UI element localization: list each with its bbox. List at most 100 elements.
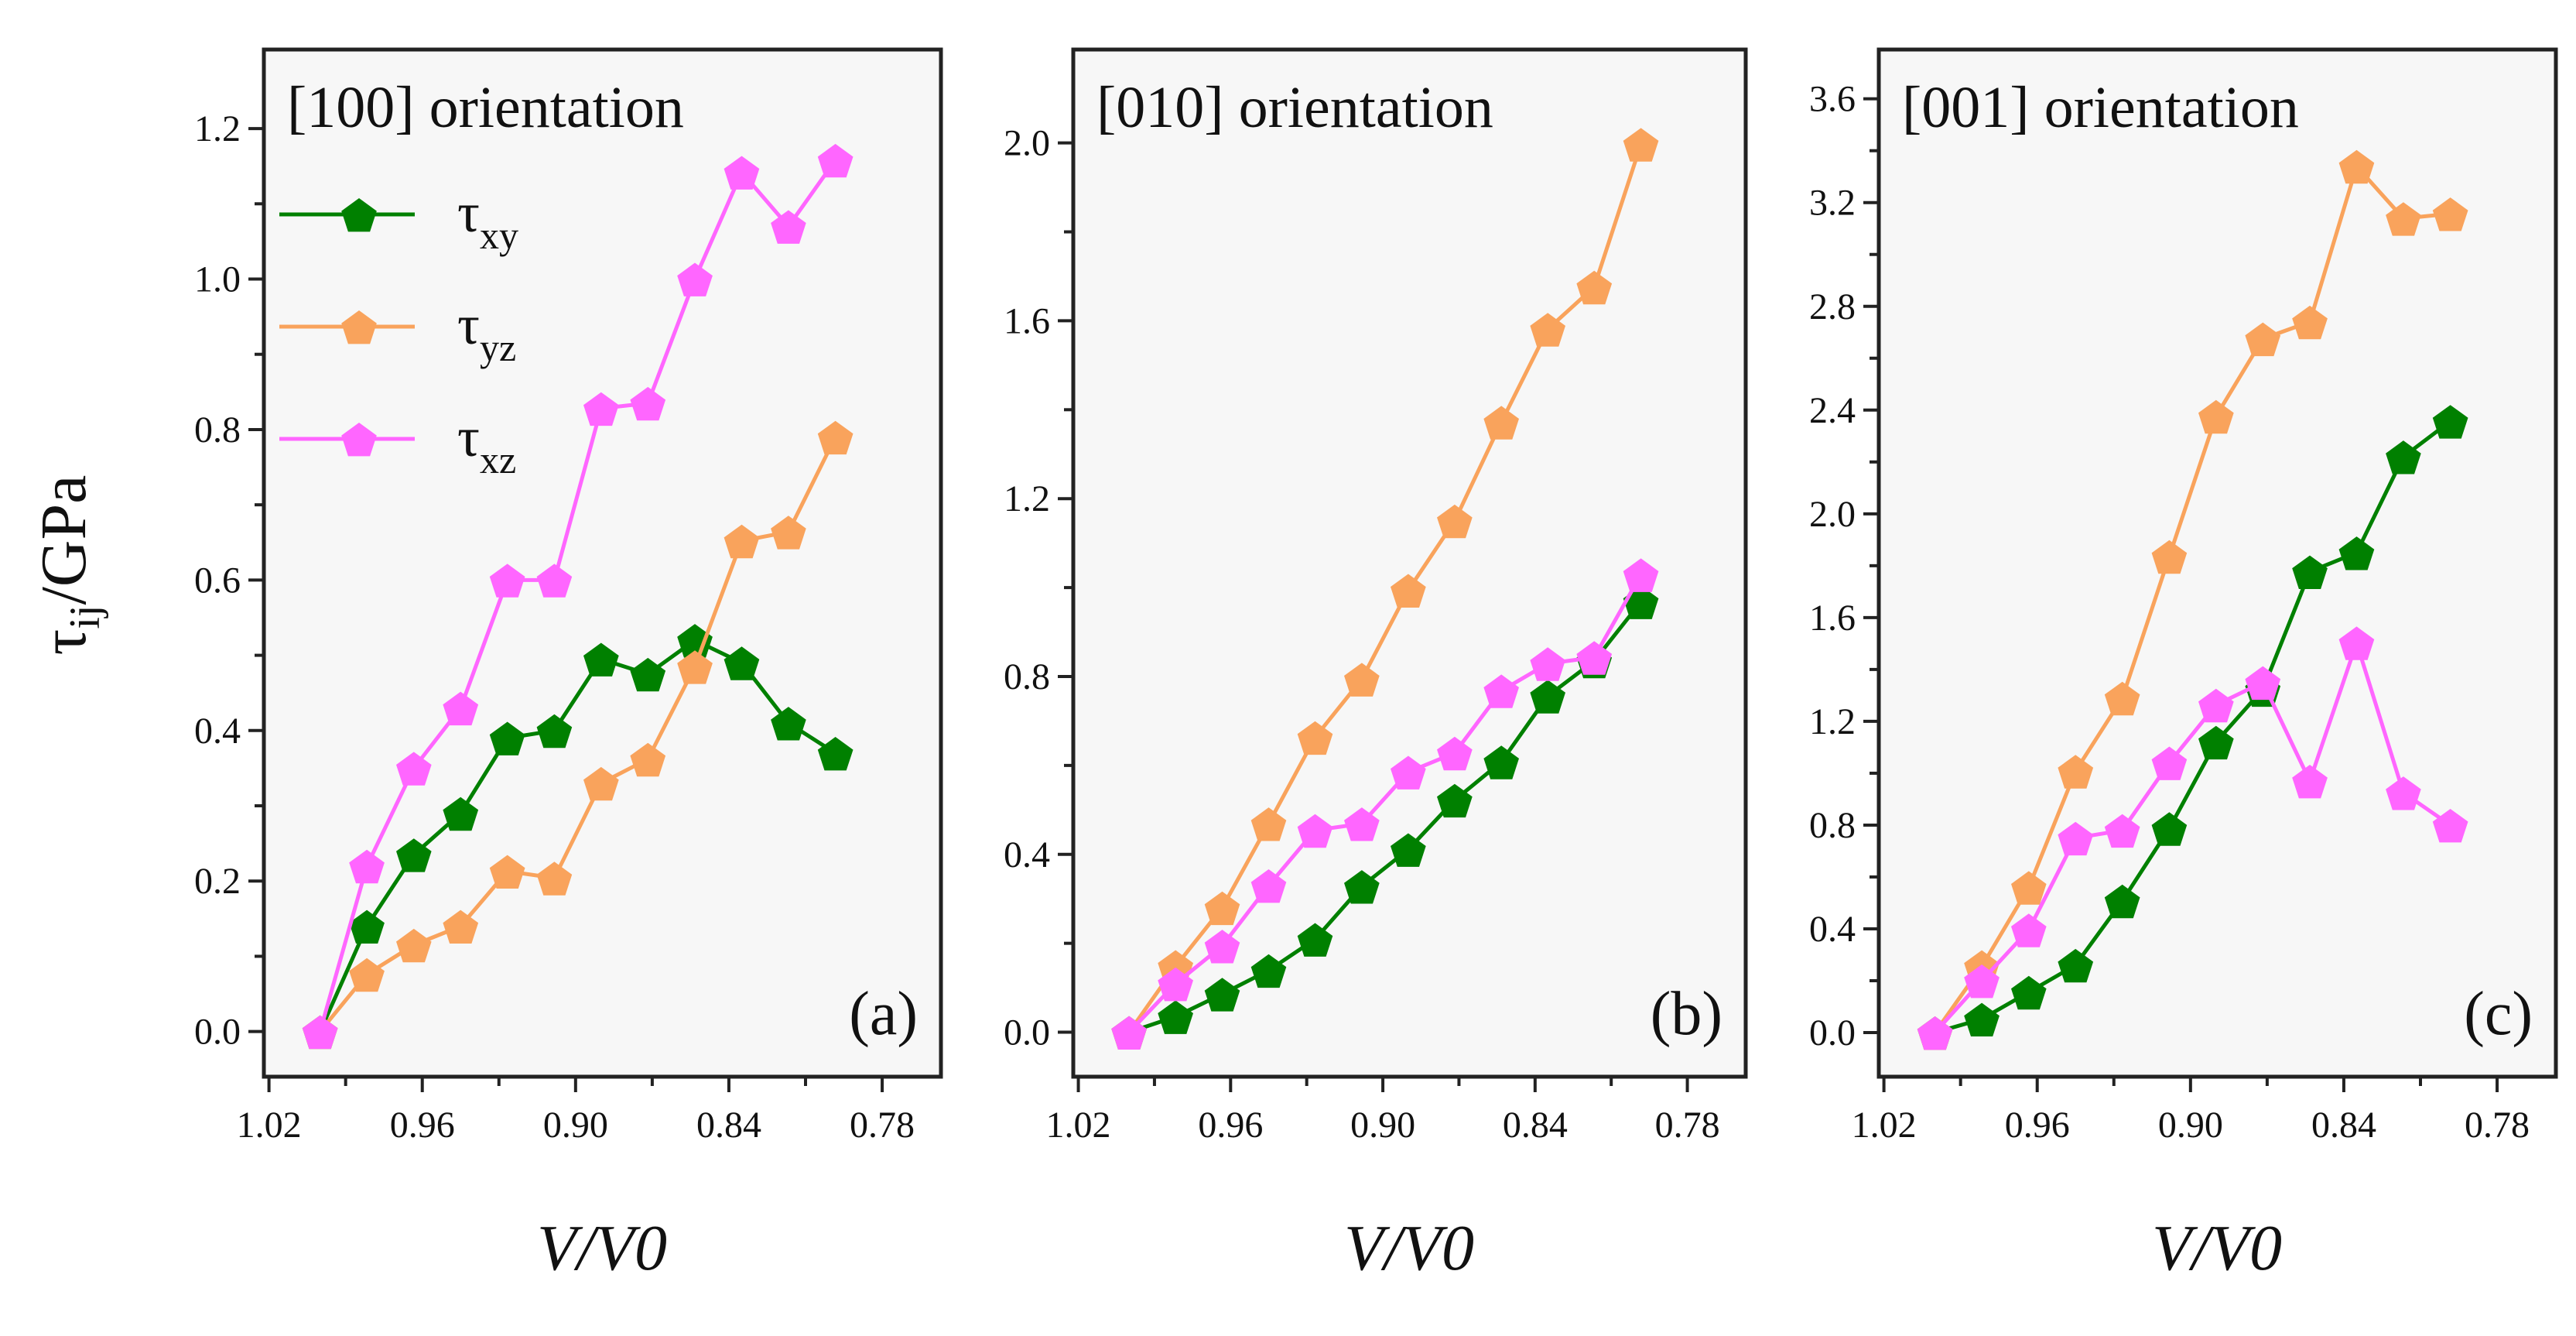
- y-tick-label: 0.8: [1004, 656, 1050, 697]
- data-point: [724, 524, 760, 559]
- x-tick-label: 0.84: [696, 1105, 761, 1146]
- y-tick-label: 0.4: [1809, 909, 1856, 950]
- x-tick-label: 0.84: [2311, 1105, 2376, 1146]
- data-point: [1391, 755, 1426, 790]
- data-point: [1297, 721, 1333, 755]
- data-point: [1623, 558, 1659, 592]
- y-tick-label: 3.6: [1809, 79, 1856, 120]
- legend-marker: [341, 423, 377, 457]
- series-τxz: [302, 143, 854, 1050]
- data-point: [2104, 884, 2140, 919]
- data-point: [771, 516, 806, 550]
- data-point: [1158, 967, 1193, 1002]
- data-point: [2432, 809, 2468, 843]
- y-tick-label: 1.6: [1809, 598, 1856, 639]
- data-point: [2011, 913, 2047, 947]
- data-point: [1391, 833, 1426, 867]
- plot-frame: [262, 47, 943, 1079]
- data-point: [2245, 322, 2281, 357]
- y-tick-label: 2.0: [1004, 123, 1050, 164]
- data-point: [2386, 440, 2421, 474]
- data-point: [1250, 869, 1287, 903]
- data-point: [1437, 736, 1473, 771]
- x-tick-label: 0.96: [1198, 1105, 1263, 1146]
- data-point: [2432, 405, 2468, 439]
- data-point: [677, 262, 713, 296]
- data-point: [2198, 688, 2234, 723]
- series-τxz: [1917, 626, 2468, 1050]
- data-point: [396, 752, 432, 786]
- y-tick-label: 0.4: [1004, 834, 1050, 875]
- x-tick-label: 0.78: [1655, 1105, 1720, 1146]
- data-point: [1576, 270, 1613, 305]
- data-point: [630, 386, 666, 421]
- data-point: [1964, 1002, 2000, 1036]
- data-point: [2292, 765, 2328, 799]
- data-point: [1111, 1016, 1147, 1050]
- series-τyz: [302, 420, 854, 1050]
- data-point: [1530, 313, 1565, 347]
- series-τxz: [1111, 558, 1659, 1050]
- data-point: [2011, 871, 2047, 905]
- data-point: [1344, 663, 1380, 697]
- x-tick-label: 0.78: [2465, 1105, 2530, 1146]
- y-tick-label: 1.0: [194, 259, 241, 300]
- data-point: [2338, 149, 2375, 184]
- data-point: [1530, 647, 1565, 681]
- y-tick-label: 1.2: [1004, 478, 1050, 519]
- data-point: [771, 707, 806, 741]
- legend-label: τxy: [457, 182, 518, 257]
- data-point: [349, 910, 385, 944]
- y-axis-label: τij/GPa: [28, 475, 109, 656]
- x-axis-label-b: V/V0: [1344, 1212, 1474, 1284]
- data-point: [1483, 745, 1519, 779]
- panel-label: (a): [849, 980, 918, 1048]
- panel-c: 0.0 0.4 0.8 1.2 1.6 2.0 2.4 2.8 3.2 3.6 1.02 0.96 0.…: [1809, 47, 2558, 1146]
- data-point: [583, 766, 619, 801]
- data-point: [536, 564, 573, 598]
- data-point: [2151, 812, 2188, 846]
- data-point: [1297, 923, 1333, 957]
- data-point: [2432, 197, 2468, 231]
- data-point: [443, 691, 479, 726]
- data-point: [677, 624, 713, 658]
- y-tick-label: 1.2: [194, 108, 241, 149]
- data-point: [1483, 406, 1519, 440]
- data-point: [1158, 1000, 1193, 1034]
- data-point: [2104, 814, 2140, 848]
- data-point: [489, 721, 525, 755]
- x-tick-label: 0.90: [543, 1105, 608, 1146]
- panel-label: (b): [1651, 980, 1722, 1048]
- data-point: [1623, 128, 1659, 162]
- panel-title: [010] orientation: [1096, 75, 1493, 140]
- data-point: [724, 646, 760, 680]
- x-axis-label-a: V/V0: [537, 1212, 667, 1284]
- data-point: [2292, 305, 2328, 340]
- x-tick-label: 0.90: [1350, 1105, 1415, 1146]
- data-point: [1576, 641, 1613, 675]
- panel-label: (c): [2464, 980, 2533, 1048]
- x-tick-label: 1.02: [1046, 1105, 1111, 1146]
- legend: τxy τyz τxz: [279, 182, 518, 481]
- legend-label: τyz: [457, 294, 516, 369]
- data-point: [2058, 755, 2094, 789]
- data-point: [443, 910, 479, 944]
- panel-title: [100] orientation: [287, 75, 684, 140]
- data-point: [2151, 540, 2188, 574]
- data-point: [1530, 680, 1565, 714]
- data-point: [817, 737, 854, 771]
- data-point: [1344, 870, 1380, 904]
- data-point: [302, 1015, 338, 1050]
- data-point: [2151, 746, 2188, 780]
- data-point: [724, 156, 760, 190]
- data-point: [2386, 776, 2421, 810]
- data-point: [349, 849, 385, 884]
- data-point: [2058, 948, 2094, 983]
- y-tick-label: 0.8: [194, 409, 241, 450]
- data-point: [2011, 975, 2047, 1010]
- y-tick-label: 0.0: [1809, 1012, 1856, 1053]
- x-tick-label: 1.02: [237, 1105, 302, 1146]
- legend-label: τxz: [457, 406, 516, 481]
- data-point: [1297, 814, 1333, 848]
